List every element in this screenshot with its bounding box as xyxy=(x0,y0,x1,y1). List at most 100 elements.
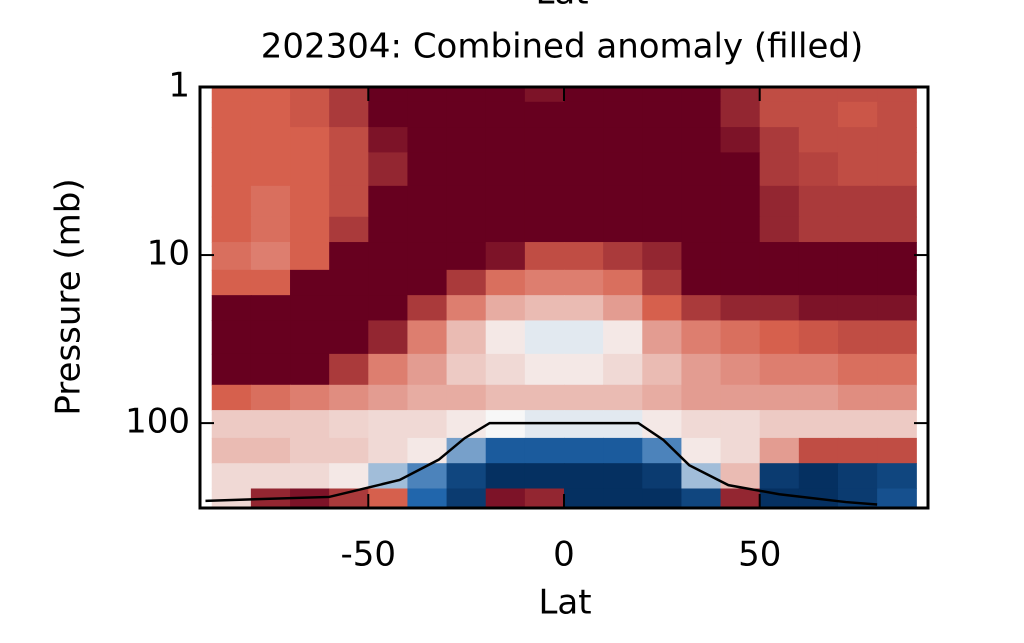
cell xyxy=(329,437,369,464)
cell xyxy=(603,101,643,128)
cell xyxy=(524,127,565,153)
cell xyxy=(329,242,369,271)
cell xyxy=(642,353,683,386)
overlay: -50 0 50 1 10 100 xyxy=(125,66,930,575)
cell xyxy=(642,185,683,218)
cell xyxy=(368,320,409,355)
cell xyxy=(407,295,448,322)
cell xyxy=(642,216,683,243)
cell xyxy=(211,488,252,509)
cell xyxy=(250,295,291,322)
cell xyxy=(798,295,839,322)
cell xyxy=(368,353,409,386)
cell xyxy=(290,295,330,322)
cell xyxy=(720,269,761,296)
cell xyxy=(603,269,643,296)
cell xyxy=(603,216,643,243)
cell xyxy=(681,152,722,187)
cell xyxy=(485,101,526,128)
cell xyxy=(603,437,643,464)
cell xyxy=(368,384,409,411)
cell xyxy=(211,127,252,153)
cell xyxy=(681,463,722,490)
cell xyxy=(485,127,526,153)
cell xyxy=(603,488,643,509)
cell xyxy=(407,410,448,439)
cell xyxy=(290,320,330,355)
cell xyxy=(837,101,878,128)
cell xyxy=(720,410,761,439)
cell xyxy=(446,384,487,411)
cell xyxy=(524,463,565,490)
cell xyxy=(642,152,683,187)
cell xyxy=(485,87,526,103)
cell xyxy=(798,101,839,128)
cell xyxy=(720,216,761,243)
cell xyxy=(681,320,722,355)
cell xyxy=(407,127,448,153)
cell xyxy=(290,152,330,187)
cell xyxy=(720,320,761,355)
cell xyxy=(798,384,839,411)
cell xyxy=(837,87,878,103)
cell xyxy=(446,353,487,386)
cell xyxy=(837,488,878,509)
cell xyxy=(681,127,722,153)
cell xyxy=(681,269,722,296)
cell xyxy=(642,295,683,322)
cell xyxy=(798,320,839,355)
cell xyxy=(877,87,917,103)
cell xyxy=(837,437,878,464)
cell xyxy=(446,437,487,464)
cell xyxy=(603,185,643,218)
cell xyxy=(642,384,683,411)
cell xyxy=(250,101,291,128)
cell xyxy=(798,410,839,439)
cell xyxy=(329,185,369,218)
cell xyxy=(485,353,526,386)
cell xyxy=(642,488,683,509)
cell xyxy=(485,320,526,355)
cell xyxy=(877,384,917,411)
cell xyxy=(681,242,722,271)
cell xyxy=(250,437,291,464)
cell xyxy=(681,216,722,243)
cell xyxy=(290,242,330,271)
cell xyxy=(798,185,839,218)
cell xyxy=(564,353,604,386)
cell xyxy=(368,269,409,296)
cell xyxy=(446,185,487,218)
cell xyxy=(290,384,330,411)
cell xyxy=(720,295,761,322)
cell xyxy=(250,410,291,439)
cell xyxy=(603,384,643,411)
cell xyxy=(485,152,526,187)
cell xyxy=(759,384,800,411)
x-axis-title: Lat xyxy=(538,583,591,623)
cell xyxy=(837,127,878,153)
cell xyxy=(642,410,683,439)
cell xyxy=(368,242,409,271)
cell xyxy=(720,101,761,128)
cell xyxy=(446,269,487,296)
cell xyxy=(329,463,369,490)
cell xyxy=(877,410,917,439)
cell xyxy=(368,437,409,464)
cell xyxy=(290,437,330,464)
cell xyxy=(877,152,917,187)
cell xyxy=(798,242,839,271)
cell xyxy=(681,353,722,386)
cell xyxy=(211,269,252,296)
cell xyxy=(446,488,487,509)
cell xyxy=(211,437,252,464)
cell xyxy=(877,437,917,464)
cell xyxy=(524,353,565,386)
cell xyxy=(681,410,722,439)
cell xyxy=(407,384,448,411)
cell xyxy=(837,384,878,411)
cell xyxy=(837,463,878,490)
cell xyxy=(564,185,604,218)
cell xyxy=(524,152,565,187)
cell xyxy=(211,320,252,355)
cell xyxy=(407,488,448,509)
